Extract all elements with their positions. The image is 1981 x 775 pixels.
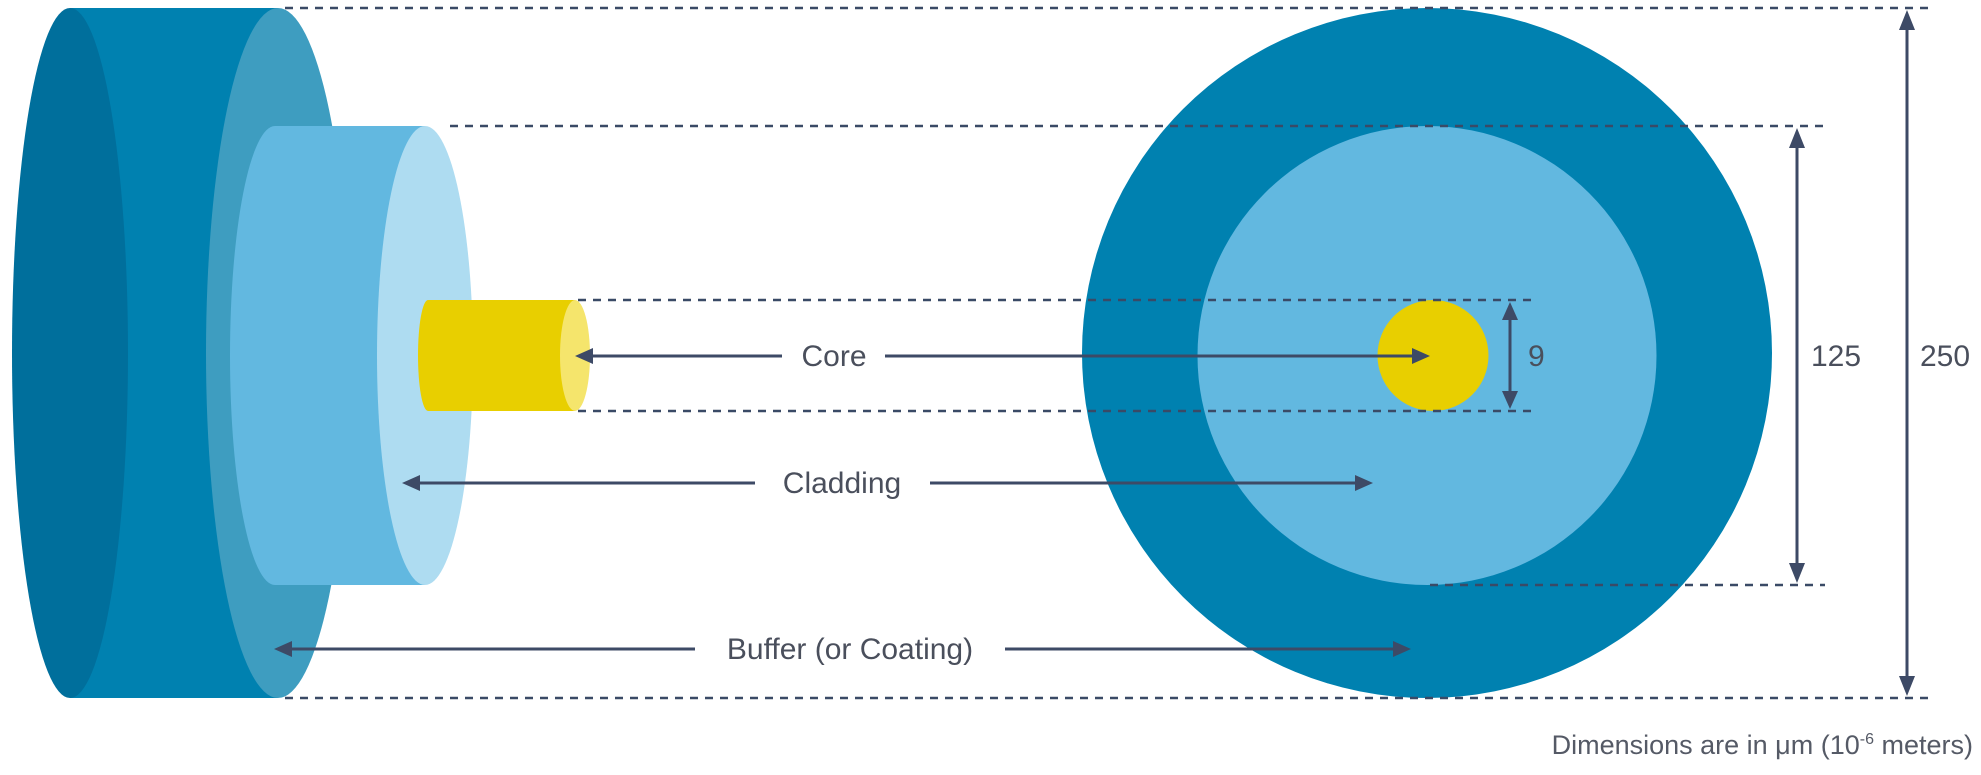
buffer-diameter-value: 250 bbox=[1920, 340, 1970, 373]
core-cylinder bbox=[418, 300, 590, 411]
arrow-head-down bbox=[1899, 676, 1915, 696]
arrow-head-right bbox=[1355, 475, 1373, 491]
arrow-head-left bbox=[575, 348, 593, 364]
core-diameter-value: 9 bbox=[1528, 340, 1545, 373]
arrow-head-right bbox=[1412, 348, 1430, 364]
buffer-label: Buffer (or Coating) bbox=[727, 633, 973, 666]
units-note-suffix: meters) bbox=[1874, 730, 1973, 760]
core-label: Core bbox=[801, 340, 866, 373]
cladding-cylinder bbox=[230, 126, 473, 585]
core-circle bbox=[1377, 300, 1489, 411]
buffer-back-face bbox=[12, 8, 128, 698]
cladding-label: Cladding bbox=[783, 467, 901, 500]
buffer-dimension: 250 bbox=[1899, 10, 1970, 696]
dashed-guide-lines bbox=[285, 6, 1935, 700]
cladding-dimension: 125 bbox=[1789, 128, 1861, 583]
core-arrow: Core bbox=[575, 340, 1430, 373]
units-note-prefix: Dimensions are in μm (10 bbox=[1552, 730, 1860, 760]
arrow-head-up bbox=[1789, 128, 1805, 148]
cladding-diameter-value: 125 bbox=[1811, 340, 1861, 373]
fiber-side-view bbox=[12, 8, 590, 698]
buffer-arrow: Buffer (or Coating) bbox=[274, 633, 1411, 666]
core-front-face bbox=[560, 300, 590, 411]
fiber-end-view bbox=[1082, 8, 1772, 698]
core-dimension: 9 bbox=[1502, 302, 1545, 409]
arrow-head-left bbox=[402, 475, 420, 491]
arrow-head-down bbox=[1502, 391, 1518, 409]
arrow-head-up bbox=[1899, 10, 1915, 30]
units-note-exponent: -6 bbox=[1860, 731, 1874, 748]
arrow-head-up bbox=[1502, 302, 1518, 320]
cladding-body bbox=[230, 126, 425, 585]
arrow-head-left bbox=[274, 641, 292, 657]
arrow-head-right bbox=[1393, 641, 1411, 657]
units-note: Dimensions are in μm (10-6 meters) bbox=[1552, 730, 1973, 760]
core-body bbox=[418, 300, 575, 411]
cladding-arrow: Cladding bbox=[402, 467, 1373, 500]
arrow-head-down bbox=[1789, 563, 1805, 583]
